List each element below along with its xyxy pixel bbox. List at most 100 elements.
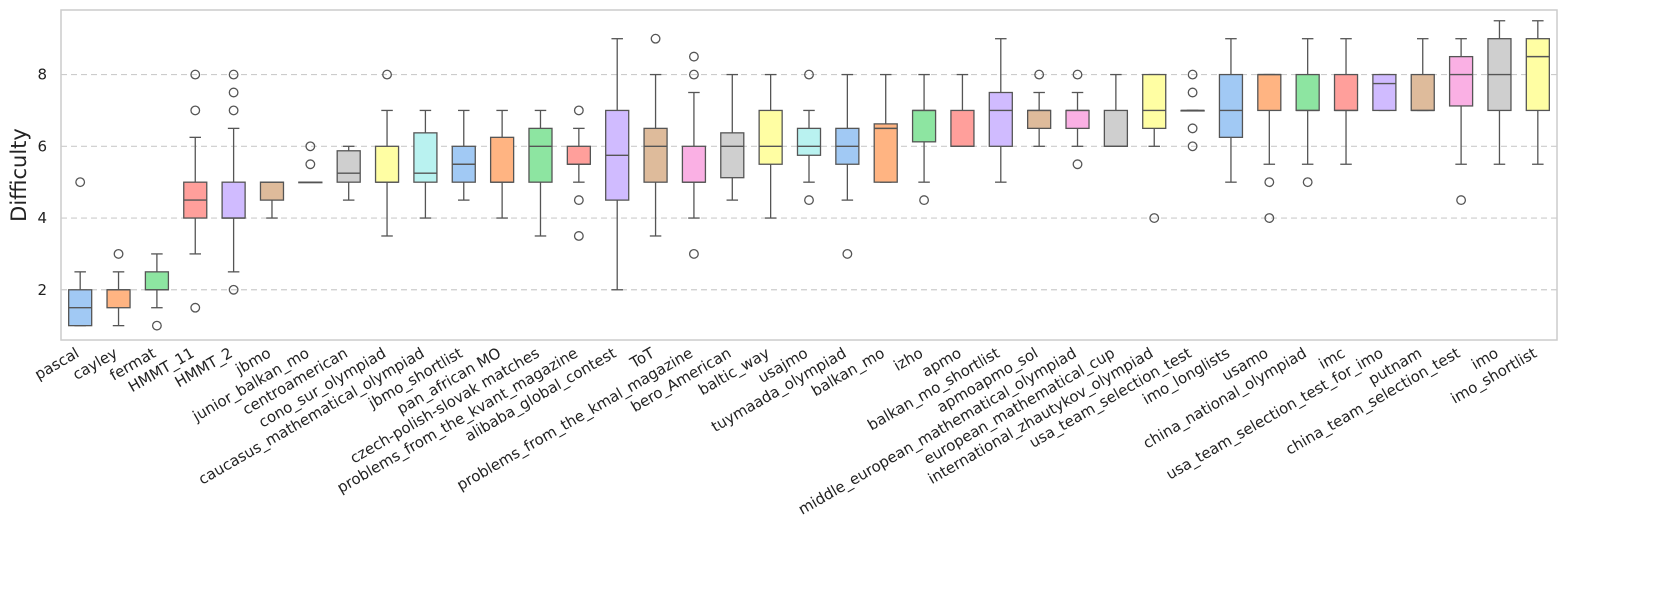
y-tick-label: 8 [37,66,47,84]
box-group [106,248,131,327]
box-body [528,127,553,183]
box-group [643,33,668,237]
box-group [1295,38,1320,188]
box-group [605,38,630,291]
box-group [1487,20,1512,165]
box-group [720,73,745,201]
outlier-point [1034,69,1045,80]
box-body [1448,55,1474,107]
box-body [796,127,822,156]
box-group [336,145,361,201]
box-group [873,73,898,183]
outlier-point [804,195,814,206]
outlier-point [688,69,699,80]
box-group [835,73,860,259]
outlier-point [228,284,239,295]
box-group [1026,69,1052,147]
outlier-point [228,105,239,116]
box-group [796,69,822,206]
box-group [566,105,592,241]
outlier-point [688,51,699,62]
outlier-point [190,69,201,80]
box-body [336,150,361,183]
plot-frame [60,9,1558,341]
box-group [259,181,285,219]
box-group [413,109,438,219]
box-group [758,73,783,219]
outlier-point [382,69,393,80]
box-body [259,181,285,201]
outlier-point [1302,177,1313,188]
box-body [106,289,131,309]
box-body [144,271,170,291]
y-tick-label: 2 [37,281,47,299]
box-body [221,181,246,219]
box-group [988,38,1013,183]
outlier-point [190,105,201,116]
box-group [298,141,323,184]
box-group [144,253,170,331]
y-tick-label: 4 [37,209,47,227]
outlier-point [1264,213,1275,223]
outlier-point [1149,213,1160,223]
outlier-point [1187,87,1198,98]
box-body [1333,73,1359,112]
outlier-point [573,105,584,116]
box-group [1257,73,1282,223]
box-body [1257,73,1282,112]
outlier-point [1456,195,1467,206]
box-group [1448,38,1474,206]
box-group [183,69,208,313]
box-body [873,123,898,183]
box-body [1372,73,1397,112]
box-group [374,69,400,237]
box-group [681,51,707,259]
outlier-point [228,87,239,98]
box-body [1026,109,1052,130]
box-group [1065,69,1090,170]
box-group [451,109,476,201]
outlier-point [305,141,316,152]
box-body [489,136,515,183]
box-group [950,73,975,148]
outlier-point [1187,69,1198,80]
y-axis-title: Difficulty [7,128,31,222]
box-body [566,145,592,165]
outlier-point [573,195,584,206]
outlier-point [305,159,316,170]
outlier-point [1072,69,1083,80]
outlier-point [688,248,699,259]
box-group [1372,73,1397,112]
outlier-point [919,195,930,206]
box-group [1103,73,1129,148]
outlier-point [151,320,162,331]
outlier-point [190,302,201,313]
box-group [221,69,246,295]
box-group [489,109,515,219]
box-body [1410,73,1435,112]
box-body [1295,73,1320,112]
outlier-point [228,69,239,80]
outlier-point [1264,177,1275,188]
outlier-point [1187,123,1198,134]
box-body [1103,109,1129,147]
box-group [1333,38,1359,165]
box-group [68,177,93,327]
y-tick-layer: 2 4 6 8 [37,66,47,299]
box-body [1065,109,1090,130]
outlier-point [842,248,853,259]
box-group [1142,73,1167,223]
y-tick-label: 6 [37,137,47,155]
box-body [1525,38,1550,112]
box-group [528,109,553,237]
box-body [950,109,975,147]
outlier-point [650,33,661,44]
box-layer [68,20,1550,331]
box-group [1218,38,1244,183]
outlier-point [573,231,584,241]
x-category-labels: pascalcayleyfermatHMMT_11HMMT_2jbmojunio… [31,343,1540,519]
box-body [681,145,707,183]
box-body [988,91,1013,147]
